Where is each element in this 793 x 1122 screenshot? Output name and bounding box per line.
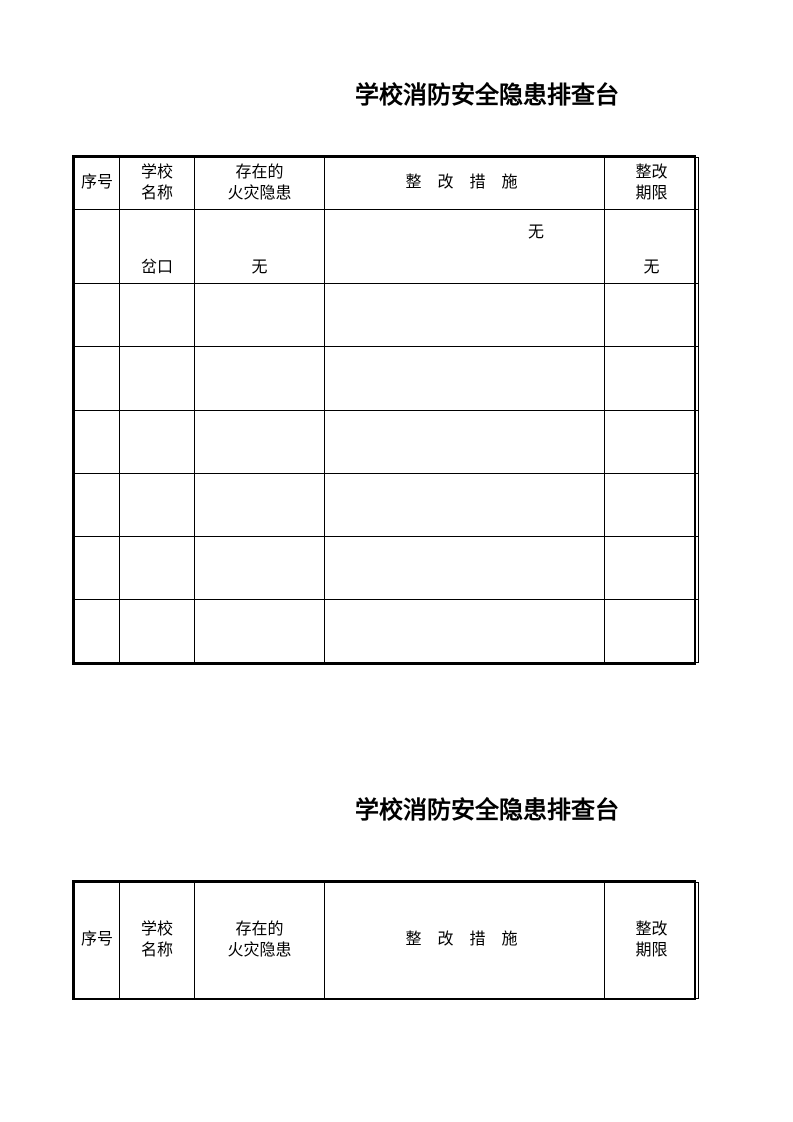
col-header-school: 学校 名称 <box>120 883 195 999</box>
cell-seq <box>75 410 120 473</box>
table-row <box>75 473 699 536</box>
col-header-seq: 序号 <box>75 158 120 210</box>
col-header-deadline: 整改 期限 <box>605 158 699 210</box>
cell-seq <box>75 473 120 536</box>
cell-hazard <box>195 410 325 473</box>
cell-school <box>120 473 195 536</box>
cell-seq <box>75 536 120 599</box>
cell-hazard <box>195 347 325 410</box>
inspection-table-1: 序号 学校 名称 存在的 火灾隐患 整 改 措 施 整改 期限 岔口 无 无 无 <box>72 155 696 665</box>
cell-school <box>120 284 195 347</box>
cell-seq <box>75 210 120 284</box>
cell-measure <box>325 347 605 410</box>
table-row <box>75 284 699 347</box>
cell-hazard <box>195 536 325 599</box>
cell-deadline <box>605 473 699 536</box>
cell-hazard: 无 <box>195 210 325 284</box>
cell-hazard <box>195 473 325 536</box>
cell-school <box>120 347 195 410</box>
col-header-seq: 序号 <box>75 883 120 999</box>
cell-school <box>120 599 195 662</box>
cell-deadline <box>605 536 699 599</box>
cell-seq <box>75 284 120 347</box>
page-title-2: 学校消防安全隐患排查台 <box>355 790 619 825</box>
cell-seq <box>75 347 120 410</box>
cell-school <box>120 410 195 473</box>
page-title-1: 学校消防安全隐患排查台 <box>355 75 619 110</box>
cell-school <box>120 536 195 599</box>
col-header-hazard: 存在的 火灾隐患 <box>195 158 325 210</box>
table-2: 序号 学校 名称 存在的 火灾隐患 整 改 措 施 整改 期限 <box>74 882 699 999</box>
col-header-school: 学校 名称 <box>120 158 195 210</box>
table-header-row: 序号 学校 名称 存在的 火灾隐患 整 改 措 施 整改 期限 <box>75 883 699 999</box>
col-header-measure: 整 改 措 施 <box>325 158 605 210</box>
table-1: 序号 学校 名称 存在的 火灾隐患 整 改 措 施 整改 期限 岔口 无 无 无 <box>74 157 699 663</box>
cell-school: 岔口 <box>120 210 195 284</box>
cell-measure <box>325 410 605 473</box>
cell-measure: 无 <box>325 210 605 284</box>
col-header-measure: 整 改 措 施 <box>325 883 605 999</box>
table-header-row: 序号 学校 名称 存在的 火灾隐患 整 改 措 施 整改 期限 <box>75 158 699 210</box>
cell-deadline <box>605 599 699 662</box>
cell-measure <box>325 473 605 536</box>
cell-deadline <box>605 410 699 473</box>
cell-measure <box>325 599 605 662</box>
cell-seq <box>75 599 120 662</box>
table-row: 岔口 无 无 无 <box>75 210 699 284</box>
cell-hazard <box>195 284 325 347</box>
cell-measure <box>325 284 605 347</box>
inspection-table-2: 序号 学校 名称 存在的 火灾隐患 整 改 措 施 整改 期限 <box>72 880 696 1000</box>
col-header-hazard: 存在的 火灾隐患 <box>195 883 325 999</box>
cell-deadline: 无 <box>605 210 699 284</box>
cell-deadline <box>605 284 699 347</box>
table-row <box>75 347 699 410</box>
cell-measure <box>325 536 605 599</box>
cell-hazard <box>195 599 325 662</box>
table-row <box>75 536 699 599</box>
table-row <box>75 599 699 662</box>
col-header-deadline: 整改 期限 <box>605 883 699 999</box>
table-row <box>75 410 699 473</box>
cell-deadline <box>605 347 699 410</box>
